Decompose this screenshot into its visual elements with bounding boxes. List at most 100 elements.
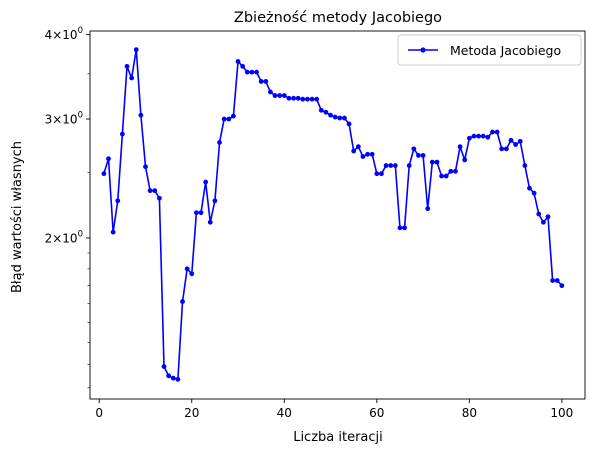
data-point xyxy=(513,142,519,147)
data-point xyxy=(402,225,407,231)
y-tick-label: 2×100 xyxy=(45,229,83,245)
data-point xyxy=(365,151,370,157)
data-point xyxy=(217,140,222,145)
data-point xyxy=(453,168,458,174)
data-point xyxy=(503,146,509,152)
data-point xyxy=(323,109,329,115)
x-axis: 0 20 40 60 80 100 xyxy=(95,399,573,420)
y-tick-label-mantissa: 10 xyxy=(62,231,77,245)
data-point xyxy=(124,63,130,69)
data-point xyxy=(425,206,431,212)
data-point xyxy=(101,171,107,177)
data-point xyxy=(170,375,176,381)
data-point xyxy=(388,163,394,168)
data-point xyxy=(527,185,532,191)
legend[interactable]: Metoda Jacobiego xyxy=(397,34,582,66)
data-point xyxy=(346,121,352,127)
y-tick-label-mantissa: 10 xyxy=(62,113,77,127)
y-tick-label-exponent: 0 xyxy=(78,229,83,239)
data-point xyxy=(355,144,361,150)
data-point xyxy=(462,157,468,163)
data-point xyxy=(443,173,449,179)
data-point xyxy=(295,95,301,101)
data-point xyxy=(332,114,338,120)
y-tick-label-base: 3 xyxy=(45,113,53,127)
data-point xyxy=(457,144,463,150)
data-point xyxy=(277,93,283,98)
data-point xyxy=(291,95,296,101)
data-point xyxy=(152,188,158,194)
data-point xyxy=(226,116,232,122)
data-point xyxy=(517,138,523,144)
x-tick-label: 100 xyxy=(550,406,573,420)
legend-box xyxy=(397,34,582,66)
data-point xyxy=(480,133,486,139)
data-point xyxy=(531,190,537,196)
data-point xyxy=(494,129,500,135)
y-tick-label-base: 2 xyxy=(45,231,53,245)
plot-area xyxy=(89,30,586,400)
data-point xyxy=(281,93,287,98)
data-point xyxy=(166,373,172,379)
data-point xyxy=(374,171,380,177)
data-point xyxy=(106,156,111,162)
data-point xyxy=(466,135,472,141)
data-point xyxy=(189,271,195,277)
data-point xyxy=(522,163,528,168)
data-point xyxy=(406,163,412,168)
data-point xyxy=(318,107,324,113)
data-point xyxy=(508,137,514,143)
y-tick-label-times: × xyxy=(52,231,62,245)
data-point xyxy=(244,69,250,75)
x-tick-label: 80 xyxy=(462,406,477,420)
x-axis-label: Liczba iteracji xyxy=(293,430,383,445)
data-point xyxy=(559,283,565,289)
data-point xyxy=(540,219,546,225)
data-point xyxy=(545,214,551,220)
data-point xyxy=(249,69,255,75)
data-point xyxy=(263,79,269,84)
data-point xyxy=(175,376,181,382)
legend-entry-label: Metoda Jacobiego xyxy=(450,43,561,58)
data-point xyxy=(254,69,259,75)
data-point xyxy=(434,159,440,165)
legend-marker-swatch xyxy=(420,47,426,53)
data-point xyxy=(143,164,148,170)
data-point xyxy=(115,198,121,204)
data-point xyxy=(471,133,477,139)
y-tick-label-base: 4 xyxy=(45,28,53,42)
y-axis-label: Błąd wartości własnych xyxy=(10,141,25,293)
y-tick-label-times: × xyxy=(52,28,62,42)
data-point xyxy=(133,47,139,53)
data-point xyxy=(240,63,246,69)
data-point xyxy=(397,225,403,231)
data-point xyxy=(490,129,495,135)
data-point xyxy=(351,148,357,154)
data-point xyxy=(360,154,366,159)
y-tick-label-exponent: 0 xyxy=(78,26,83,36)
data-point xyxy=(499,146,505,152)
data-point xyxy=(383,163,389,168)
data-point xyxy=(258,79,264,84)
data-point xyxy=(309,96,315,102)
data-point xyxy=(448,168,454,174)
data-point xyxy=(342,115,347,121)
data-point xyxy=(161,364,167,369)
data-point xyxy=(305,96,310,102)
data-point xyxy=(554,278,560,283)
data-point xyxy=(207,219,213,225)
y-tick-label-mantissa: 10 xyxy=(62,28,77,42)
y-tick-label: 3×100 xyxy=(45,111,83,127)
data-point xyxy=(286,95,292,101)
data-point xyxy=(231,113,236,119)
data-point xyxy=(550,278,556,283)
data-point xyxy=(119,131,125,137)
data-point xyxy=(110,229,116,235)
data-point xyxy=(198,210,204,216)
data-point xyxy=(212,198,218,204)
data-point xyxy=(420,153,426,158)
data-point xyxy=(203,179,209,185)
data-point xyxy=(147,188,153,194)
data-point xyxy=(138,112,144,118)
